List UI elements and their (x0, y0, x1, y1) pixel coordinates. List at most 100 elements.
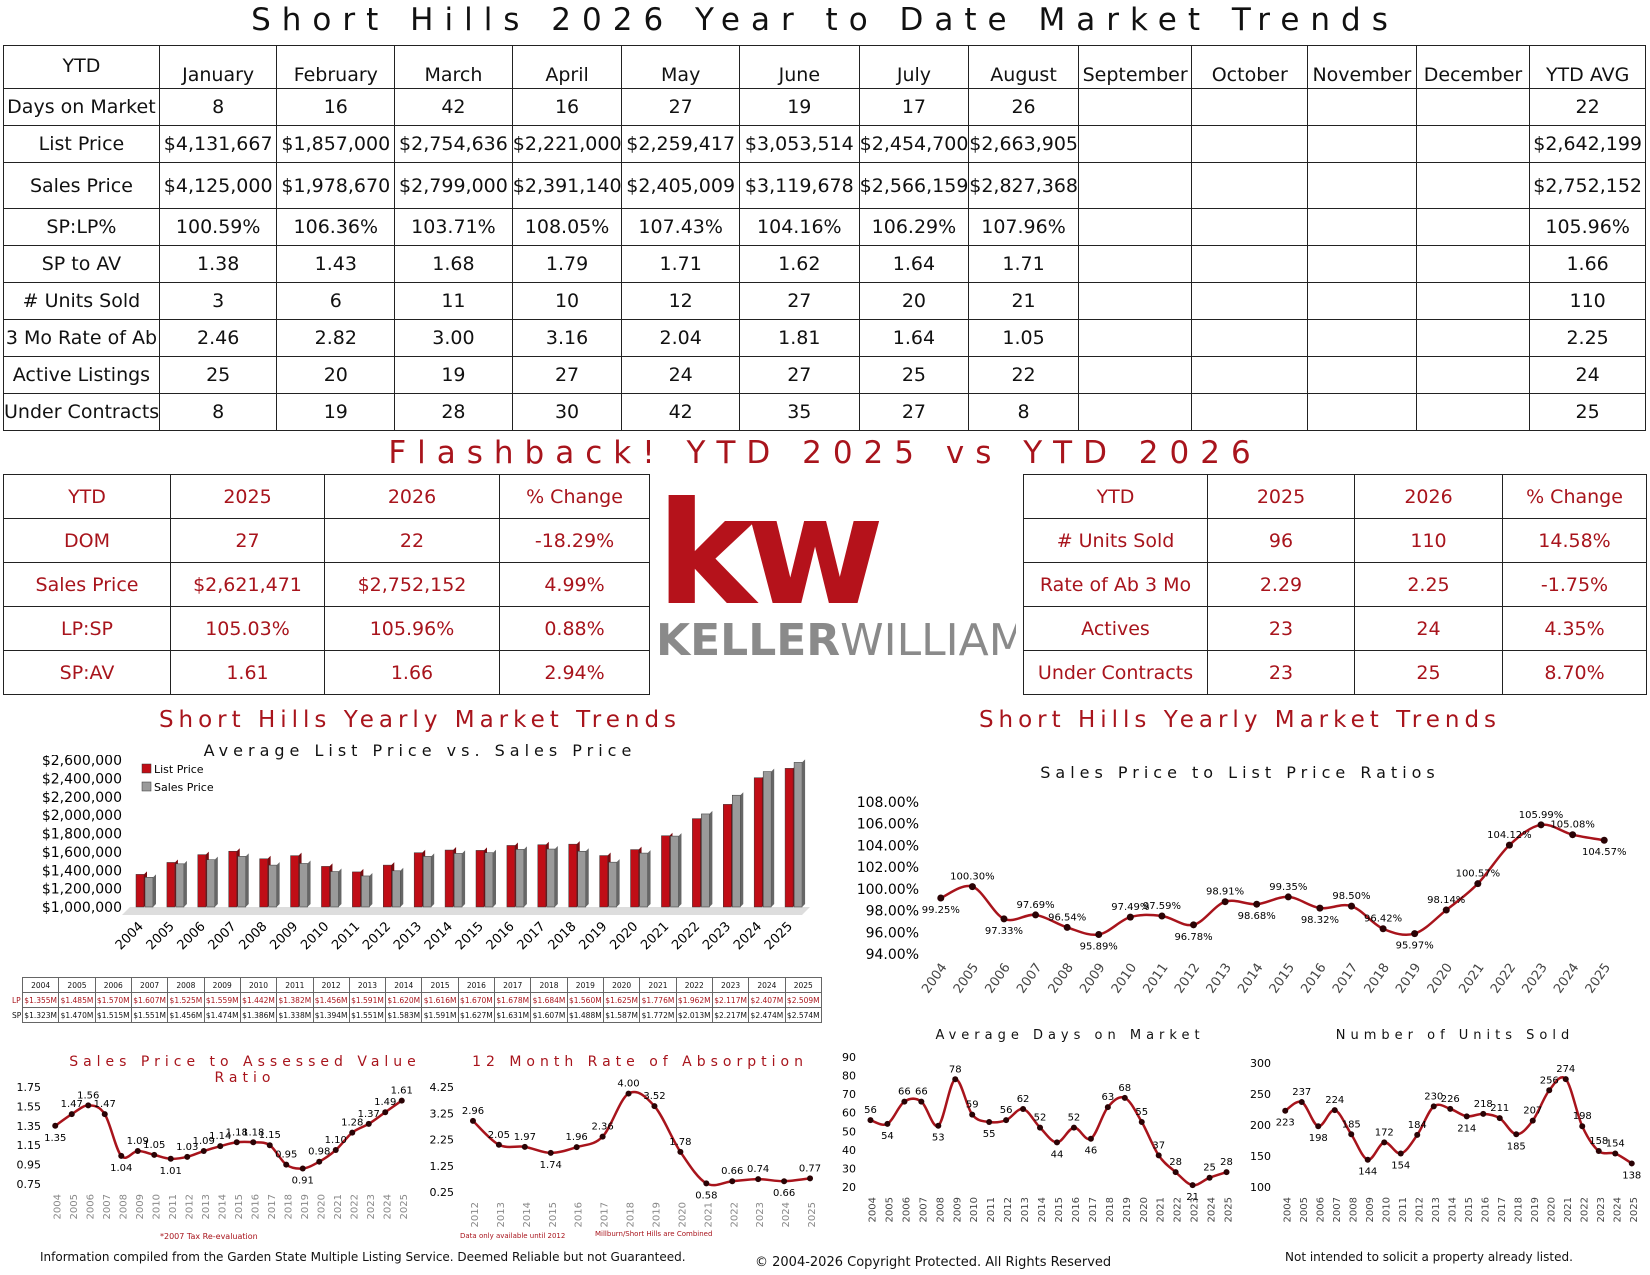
x-tick-label: 2007 (1332, 1197, 1343, 1222)
data-label: 0.66 (773, 1188, 795, 1199)
data-label: 105.99% (1519, 810, 1564, 821)
data-point (1053, 1139, 1060, 1146)
y-tick-label: 106.00% (857, 817, 919, 833)
mini-sp-cell: $1.607M (530, 1007, 568, 1023)
table-cell: 110 (1529, 282, 1646, 320)
x-tick-label: 2011 (1398, 1197, 1409, 1222)
y-tick-label: 100 (1250, 1181, 1271, 1194)
data-label: 154 (1606, 1139, 1625, 1150)
data-point (1505, 841, 1513, 849)
data-label: 0.98 (308, 1147, 330, 1158)
data-point (1126, 913, 1134, 921)
y-tick-label: 50 (842, 1125, 856, 1138)
compare-header-cell: % Change (499, 474, 650, 519)
x-tick-label: 2009 (1365, 1197, 1376, 1222)
bar-side (431, 853, 435, 907)
bar-side (709, 810, 713, 907)
bar-sales (330, 871, 339, 908)
x-tick-label: 2013 (496, 1202, 507, 1227)
compare-cell: 25 (1354, 650, 1503, 695)
table-cell (1307, 356, 1417, 394)
compare-header-cell: YTD (3, 474, 171, 519)
table-cell: 3.00 (394, 319, 513, 357)
table-cell: 1.62 (739, 245, 860, 283)
data-label: 230 (1424, 1091, 1443, 1102)
x-tick-label: 2025 (762, 919, 796, 953)
data-point (781, 1178, 788, 1185)
data-point (521, 1143, 528, 1150)
table-cell: 105.96% (1529, 208, 1646, 246)
data-label: 96.78% (1174, 932, 1212, 943)
table-cell: 1.71 (621, 245, 740, 283)
data-point (495, 1141, 502, 1148)
svg-text:KELLERWILLIAMS®: KELLERWILLIAMS® (656, 615, 1016, 666)
compare-row: Under Contracts 23 25 8.70% (1023, 650, 1647, 695)
data-label: 95.89% (1080, 941, 1118, 952)
data-label: 1.18 (242, 1127, 264, 1138)
table-cell: 8 (158, 393, 278, 431)
compare-row: SP:AV 1.61 1.66 2.94% (3, 650, 650, 695)
table-row: # Units Sold 3 6 11 10 12 27 20 21 110 (3, 282, 1646, 320)
data-point (1579, 1123, 1586, 1130)
data-label: 218 (1474, 1099, 1493, 1110)
table-cell: $2,754,636 (394, 125, 513, 163)
y-tick-label: 250 (1250, 1088, 1271, 1101)
column-header: December (1415, 45, 1531, 89)
bar-list (444, 849, 454, 908)
x-tick-label: 2020 (1546, 1197, 1557, 1222)
compare-cell: SP:AV (3, 650, 171, 695)
data-label: 62 (1017, 1094, 1030, 1105)
x-tick-label: 2019 (576, 919, 610, 953)
table-cell: $1,857,000 (276, 125, 396, 163)
data-label: 1.09 (193, 1136, 215, 1147)
data-label: 1.96 (566, 1132, 588, 1143)
y-tick-label: 40 (842, 1144, 856, 1157)
data-point (937, 894, 945, 902)
x-tick-label: 2007 (918, 1197, 929, 1222)
mini-sp-label: SP (12, 1011, 22, 1020)
table-cell (1307, 393, 1417, 431)
data-point (573, 1144, 580, 1151)
data-point (332, 1147, 339, 1154)
column-header: September (1077, 45, 1193, 89)
x-tick-label: 2015 (453, 919, 487, 953)
data-label: 97.69% (1016, 900, 1054, 911)
bar-list (506, 845, 516, 908)
x-tick-label: 2018 (626, 1202, 637, 1227)
table-cell: 27 (621, 88, 740, 126)
table-cell (1191, 162, 1309, 209)
compare-cell: 27 (170, 518, 325, 563)
mini-sp-row: $1.323M $1.470M $1.515M $1.551M $1.456M $1.47… (21, 1007, 823, 1023)
table-cell: 27 (739, 282, 860, 320)
mini-year-cell: 2020 (602, 977, 641, 993)
x-tick-label: 2012 (360, 919, 394, 953)
tax-note: *2007 Tax Re-evaluation (160, 1232, 258, 1241)
data-label: 1.10 (325, 1135, 347, 1146)
mini-lp-cell: $2.117M (711, 992, 750, 1008)
x-tick-label: 2019 (651, 1202, 662, 1227)
data-point (1537, 821, 1545, 829)
table-cell: 103.71% (394, 208, 513, 246)
data-point (1282, 1107, 1289, 1114)
x-tick-label: 2016 (1298, 961, 1329, 997)
table-cell: 26 (968, 88, 1079, 126)
bar-list (166, 862, 176, 908)
y-tick-label: $2,400,000 (42, 771, 122, 787)
mini-lp-cell: $1.485M (58, 992, 96, 1008)
bar-side (647, 850, 651, 907)
data-point (1612, 1150, 1619, 1157)
data-point (200, 1148, 207, 1155)
compare-cell: $2,621,471 (170, 562, 325, 607)
row-label: Active Listings (3, 356, 160, 394)
data-point (349, 1129, 356, 1136)
table-cell: 24 (1529, 356, 1646, 394)
data-point (398, 1097, 405, 1104)
y-tick-label: 104.00% (857, 838, 919, 854)
x-tick-label: 2023 (700, 919, 734, 953)
mini-lp-cell: $1.670M (457, 992, 496, 1008)
data-label: 37 (1152, 1140, 1165, 1151)
y-tick-label: $2,000,000 (42, 808, 122, 824)
data-point (1284, 893, 1292, 901)
bar-list (630, 849, 639, 908)
x-tick-label: 2014 (1447, 1197, 1458, 1222)
